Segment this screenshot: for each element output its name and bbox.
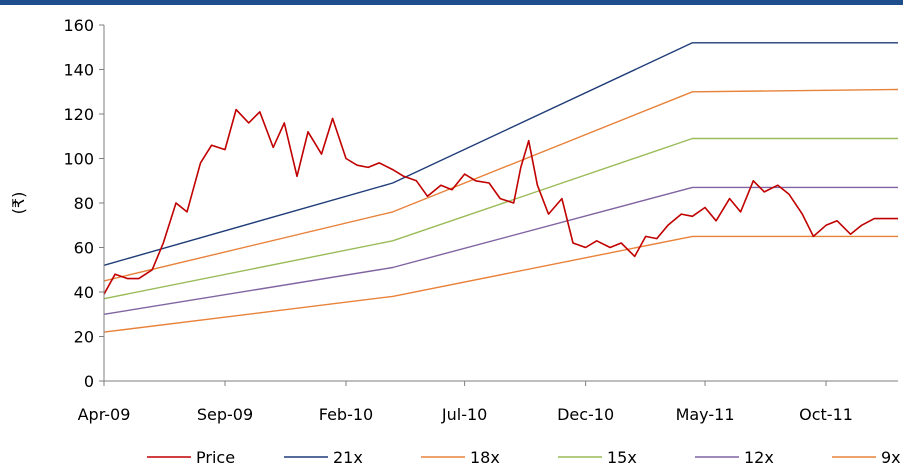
y-tick-label: 100 [63, 150, 94, 169]
legend-label-price: Price [196, 448, 235, 467]
x-tick-label: Feb-10 [319, 405, 373, 424]
legend: Price 21x 18x 15x 12x 9x [147, 448, 901, 467]
x-tick-labels: Apr-09 Sep-09 Feb-10 Jul-10 Dec-10 May-11 Oct-… [78, 381, 853, 424]
x-tick-label: Dec-10 [557, 405, 614, 424]
legend-label-9x: 9x [881, 448, 901, 467]
legend-label-21x: 21x [333, 448, 363, 467]
legend-label-18x: 18x [470, 448, 500, 467]
y-tick-label: 120 [63, 105, 94, 124]
series-line-18x [103, 88, 899, 282]
series-line-price [103, 108, 898, 295]
y-tick-label: 60 [74, 239, 94, 258]
y-axis-label: (₹) [9, 192, 28, 215]
y-tick-label: 160 [63, 16, 94, 35]
y-tick-label: 140 [63, 61, 94, 80]
x-tick-label: May-11 [676, 405, 735, 424]
y-tick-label: 40 [74, 283, 94, 302]
y-tick-label: 0 [84, 372, 94, 391]
x-tick-label: Apr-09 [78, 405, 131, 424]
y-tick-label: 80 [74, 194, 94, 213]
y-tick-label: 20 [74, 328, 94, 347]
series-line-21x [103, 42, 898, 266]
x-tick-label: Jul-10 [441, 405, 487, 424]
top-accent-bar [0, 0, 903, 5]
y-tick-labels: 0 20 40 60 80 100 120 140 160 [63, 16, 104, 391]
series-layer [103, 42, 899, 333]
x-tick-label: Sep-09 [197, 405, 253, 424]
legend-label-15x: 15x [607, 448, 637, 467]
x-tick-label: Oct-11 [799, 405, 853, 424]
series-line-15x [103, 137, 898, 300]
legend-label-12x: 12x [744, 448, 774, 467]
series-line-9x [103, 235, 898, 333]
series-line-12x [103, 186, 898, 315]
